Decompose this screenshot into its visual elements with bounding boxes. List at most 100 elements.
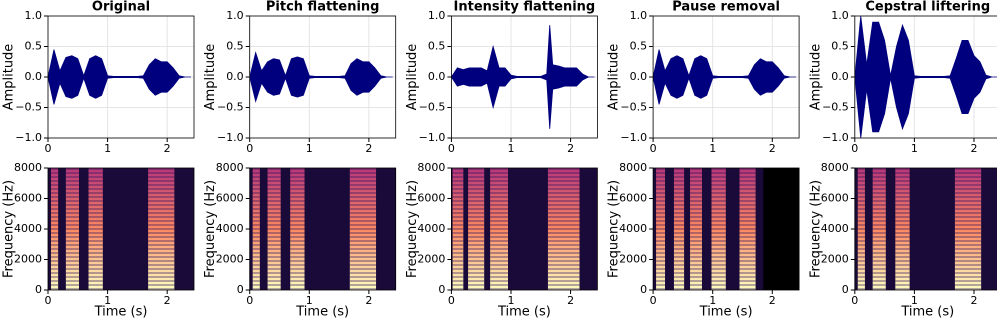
y-tick-label: 0.0 [428,70,446,83]
y-axis-label: Amplitude [405,44,420,111]
axes-frame [652,15,800,139]
x-tick-label: 0 [851,294,858,307]
y-tick-label: −0.5 [822,101,849,114]
y-tick-label: −1.0 [15,131,42,144]
x-tick-label: 1 [306,294,313,307]
x-tick-label: 0 [650,294,657,307]
y-tick-label: 0.5 [25,40,43,53]
y-tick-label: 8000 [14,161,42,174]
x-tick-label: 0 [448,142,455,155]
x-tick-label: 2 [567,294,574,307]
harmonics [148,168,175,290]
x-axis-label: Time (s) [94,305,148,320]
y-tick-label: 0.5 [831,40,849,53]
waveform [450,25,595,129]
y-tick-label: 0 [842,283,849,296]
y-axis-label: Frequency (Hz) [2,180,17,278]
x-tick-label: 0 [246,294,253,307]
axes-frame [450,167,598,291]
y-axis-label: Frequency (Hz) [808,180,823,278]
y-tick-label: −0.5 [620,101,647,114]
harmonics [872,168,886,290]
y-tick-label: 1.0 [226,9,244,22]
y-tick-label: 2000 [619,253,647,266]
axes-frame [249,15,397,139]
harmonics [547,168,580,290]
axes-frame [249,167,397,291]
harmonics [290,168,305,290]
y-tick-label: 0 [438,283,445,296]
y-tick-label: 0 [35,283,42,296]
y-tick-label: −1.0 [419,131,446,144]
harmonics [252,168,260,290]
x-tick-label: 2 [769,294,776,307]
chart-title: Cepstral liftering [865,0,990,15]
axes-frame [652,167,800,291]
x-tick-label: 1 [911,142,918,155]
y-tick-label: 6000 [14,192,42,205]
y-tick-label: 4000 [619,222,647,235]
x-axis-label: Time (s) [295,305,349,320]
harmonics [711,168,726,290]
y-tick-label: 0.0 [630,70,648,83]
chart-title: Pitch flattening [266,0,380,15]
harmonics [656,168,666,290]
x-tick-label: 2 [164,294,171,307]
y-axis-label: Frequency (Hz) [607,180,622,278]
chart-title: Original [92,0,150,15]
x-tick-label: 0 [650,142,657,155]
x-tick-label: 1 [507,142,514,155]
harmonics [490,168,509,290]
harmonics [50,168,59,290]
x-tick-label: 2 [365,294,372,307]
y-axis-label: Frequency (Hz) [203,180,218,278]
y-tick-label: 2000 [14,253,42,266]
waveform [249,51,393,103]
y-tick-label: 0.0 [25,70,43,83]
harmonics [468,168,485,290]
x-tick-label: 1 [104,142,111,155]
harmonics [452,168,464,290]
y-tick-label: 0.5 [630,40,648,53]
waveform [47,49,192,105]
harmonics [349,168,377,290]
x-tick-label: 1 [104,294,111,307]
y-tick-label: 1.0 [831,9,849,22]
axes-frame [450,15,598,139]
x-tick-label: 0 [45,142,52,155]
x-tick-label: 0 [246,142,253,155]
chart-title: Pause removal [672,0,780,15]
y-tick-label: −0.5 [15,101,42,114]
y-tick-label: 4000 [14,222,42,235]
y-tick-label: 6000 [821,192,849,205]
harmonics [690,168,702,290]
y-tick-label: 0.0 [831,70,849,83]
x-tick-label: 2 [970,294,977,307]
axes-frame [47,167,195,291]
axes-frame [47,15,195,139]
x-tick-label: 1 [709,142,716,155]
y-tick-label: 2000 [417,253,445,266]
y-tick-label: 1.0 [630,9,648,22]
y-tick-label: −1.0 [620,131,647,144]
y-tick-label: −0.5 [419,101,446,114]
x-tick-label: 2 [970,142,977,155]
x-tick-label: 1 [507,294,514,307]
y-axis-label: Frequency (Hz) [405,180,420,278]
harmonics [857,168,865,290]
y-tick-label: 8000 [821,161,849,174]
harmonics [65,168,79,290]
chart-title: Intensity flattening [454,0,596,15]
x-axis-label: Time (s) [497,305,551,320]
y-tick-label: 6000 [417,192,445,205]
y-tick-label: −0.5 [217,101,244,114]
y-axis-label: Amplitude [808,44,823,111]
y-tick-label: 2000 [216,253,244,266]
axes-frame [854,167,997,291]
x-tick-label: 2 [365,142,372,155]
x-tick-label: 2 [567,142,574,155]
harmonics [88,168,103,290]
x-axis-label: Time (s) [699,305,753,320]
silent-region [763,168,800,290]
x-tick-label: 1 [306,142,313,155]
